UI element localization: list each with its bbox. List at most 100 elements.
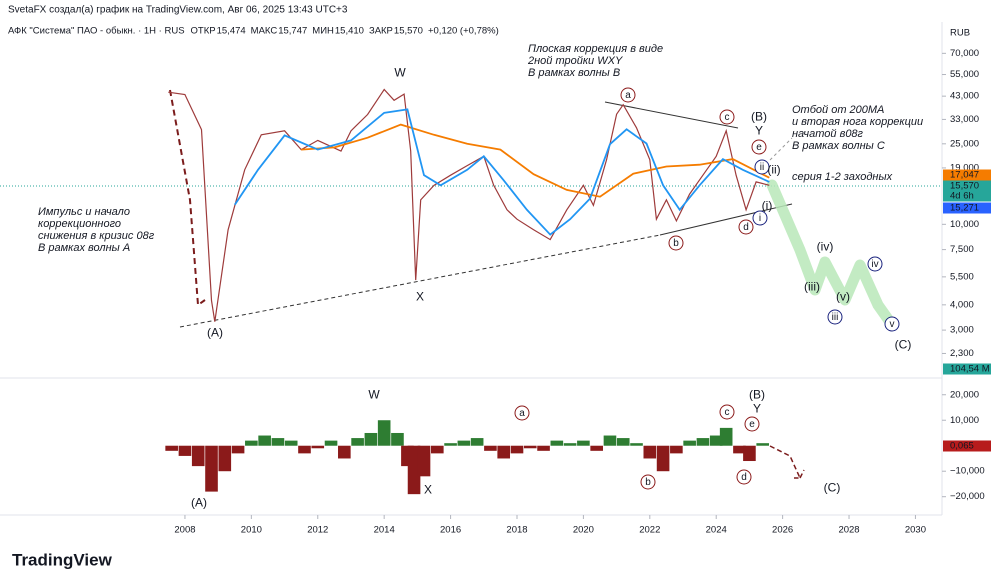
wave-label: e: [749, 419, 755, 430]
change: +0,120 (+0,78%): [428, 26, 499, 37]
x-tick-label: 2014: [374, 525, 395, 536]
y-tick-label: 7,500: [950, 244, 974, 255]
annotation: Плоская коррекция в виде: [528, 43, 663, 55]
moving-average: [234, 108, 770, 236]
wave-label: d: [741, 472, 747, 483]
wave-label: W: [394, 66, 406, 80]
wave-label: ii: [760, 162, 764, 173]
x-tick-label: 2016: [440, 525, 461, 536]
oscillator-bar: [165, 445, 178, 451]
ohlc-label: МАКС: [251, 26, 278, 37]
wave-label: (iv): [817, 240, 834, 254]
oscillator-bar: [377, 420, 391, 446]
wave-circle: [738, 219, 754, 235]
oscillator-bar: [656, 445, 670, 472]
oscillator-bar: [178, 445, 192, 456]
x-tick-label: 2024: [706, 525, 727, 536]
x-tick-label: 2028: [838, 525, 859, 536]
ohlc-value: 15,570: [394, 26, 423, 37]
price-badge: [943, 180, 991, 192]
currency: RUB: [950, 28, 970, 39]
moving-average: [301, 123, 770, 198]
x-tick-label: 2012: [307, 525, 328, 536]
oscillator-bar: [670, 445, 683, 454]
y-tick-label: 5,500: [950, 271, 974, 282]
oscillator-bar: [351, 438, 364, 446]
forecast-path: [766, 179, 896, 328]
trendline: [179, 234, 661, 328]
wave-label: iv: [871, 259, 878, 270]
x-tick-label: 2020: [573, 525, 594, 536]
x-tick-label: 2026: [772, 525, 793, 536]
ohlc-value: 15,747: [278, 26, 307, 37]
wave-label: (ii): [767, 163, 780, 177]
oscillator-bar: [563, 443, 577, 446]
y-tick-label: 10,000: [950, 219, 979, 230]
ohlc-label: ЗАКР: [369, 26, 393, 37]
x-tick-label: 2030: [905, 525, 926, 536]
wave-label: a: [519, 408, 525, 419]
wave-circle: [752, 210, 768, 226]
oscillator-bar: [756, 443, 770, 446]
x-tick-label: 2018: [506, 525, 527, 536]
wave-circle: [620, 87, 636, 103]
wave-circle: [514, 405, 530, 421]
y-tick-label: 43,000: [950, 91, 979, 102]
annotation: 2ной тройки WXY: [527, 55, 623, 67]
y-tick-label: 4,000: [950, 299, 974, 310]
wave-circle: [867, 256, 883, 272]
y-tick-label: 55,000: [950, 69, 979, 80]
wave-label: X: [424, 483, 432, 497]
oscillator-bar: [457, 440, 471, 446]
x-tick-label: 2022: [639, 525, 660, 536]
oscillator-bar: [497, 445, 511, 459]
annotation: Отбой от 200MA: [792, 104, 884, 116]
wave-label: Y: [753, 402, 761, 416]
annotation: В рамках волны B: [528, 67, 620, 79]
trendline: [769, 137, 793, 161]
osc-projection: [769, 445, 805, 479]
oscillator-bar: [364, 432, 378, 446]
author-line: SvetaFX создал(а) график на TradingView.…: [8, 4, 348, 16]
wave-label: c: [725, 112, 730, 123]
wave-label: (iii): [804, 280, 820, 294]
symbol: АФК "Система" ПАО - обыкн. · 1Н · RUS: [8, 26, 185, 37]
oscillator-bar: [258, 435, 271, 446]
price-badge-text: 15,570: [950, 181, 979, 192]
y-tick-label: −20,000: [950, 491, 985, 502]
y-tick-label: −10,000: [950, 466, 985, 477]
annotation: Импульс и начало: [38, 206, 130, 218]
wave-circle: [668, 235, 684, 251]
oscillator-bar: [537, 445, 550, 451]
y-tick-label: 70,000: [950, 48, 979, 59]
wave-label: (B): [749, 388, 765, 402]
oscillator-bar: [643, 445, 657, 459]
y-tick-label: 10,000: [950, 415, 979, 426]
oscillator-bar: [231, 445, 245, 454]
x-tick-label: 2010: [241, 525, 262, 536]
wave-label: (A): [191, 496, 207, 510]
wave-label: (A): [207, 326, 223, 340]
brand-logo: TradingView: [12, 550, 113, 569]
wave-circle: [751, 139, 767, 155]
oscillator-bar: [590, 445, 603, 451]
trendline: [659, 203, 793, 236]
oscillator-bar: [743, 445, 756, 462]
wave-label: Y: [755, 124, 763, 138]
wave-label: (B): [751, 110, 767, 124]
y-tick-label: 2,300: [950, 348, 974, 359]
oscillator-bar: [284, 440, 298, 446]
ohlc-value: 15,410: [335, 26, 364, 37]
x-tick-label: 2008: [174, 525, 195, 536]
oscillator-bar: [470, 438, 484, 446]
wave-label: b: [645, 477, 651, 488]
price-badge: [943, 363, 991, 375]
oscillator-bar: [271, 438, 285, 446]
price-badge-text: 4d 6h: [950, 191, 974, 202]
annotation: начатой в08г: [792, 128, 864, 140]
wave-circle: [884, 316, 900, 332]
oscillator-bar: [324, 440, 338, 446]
wave-label: X: [416, 290, 424, 304]
oscillator-bar: [550, 440, 564, 446]
